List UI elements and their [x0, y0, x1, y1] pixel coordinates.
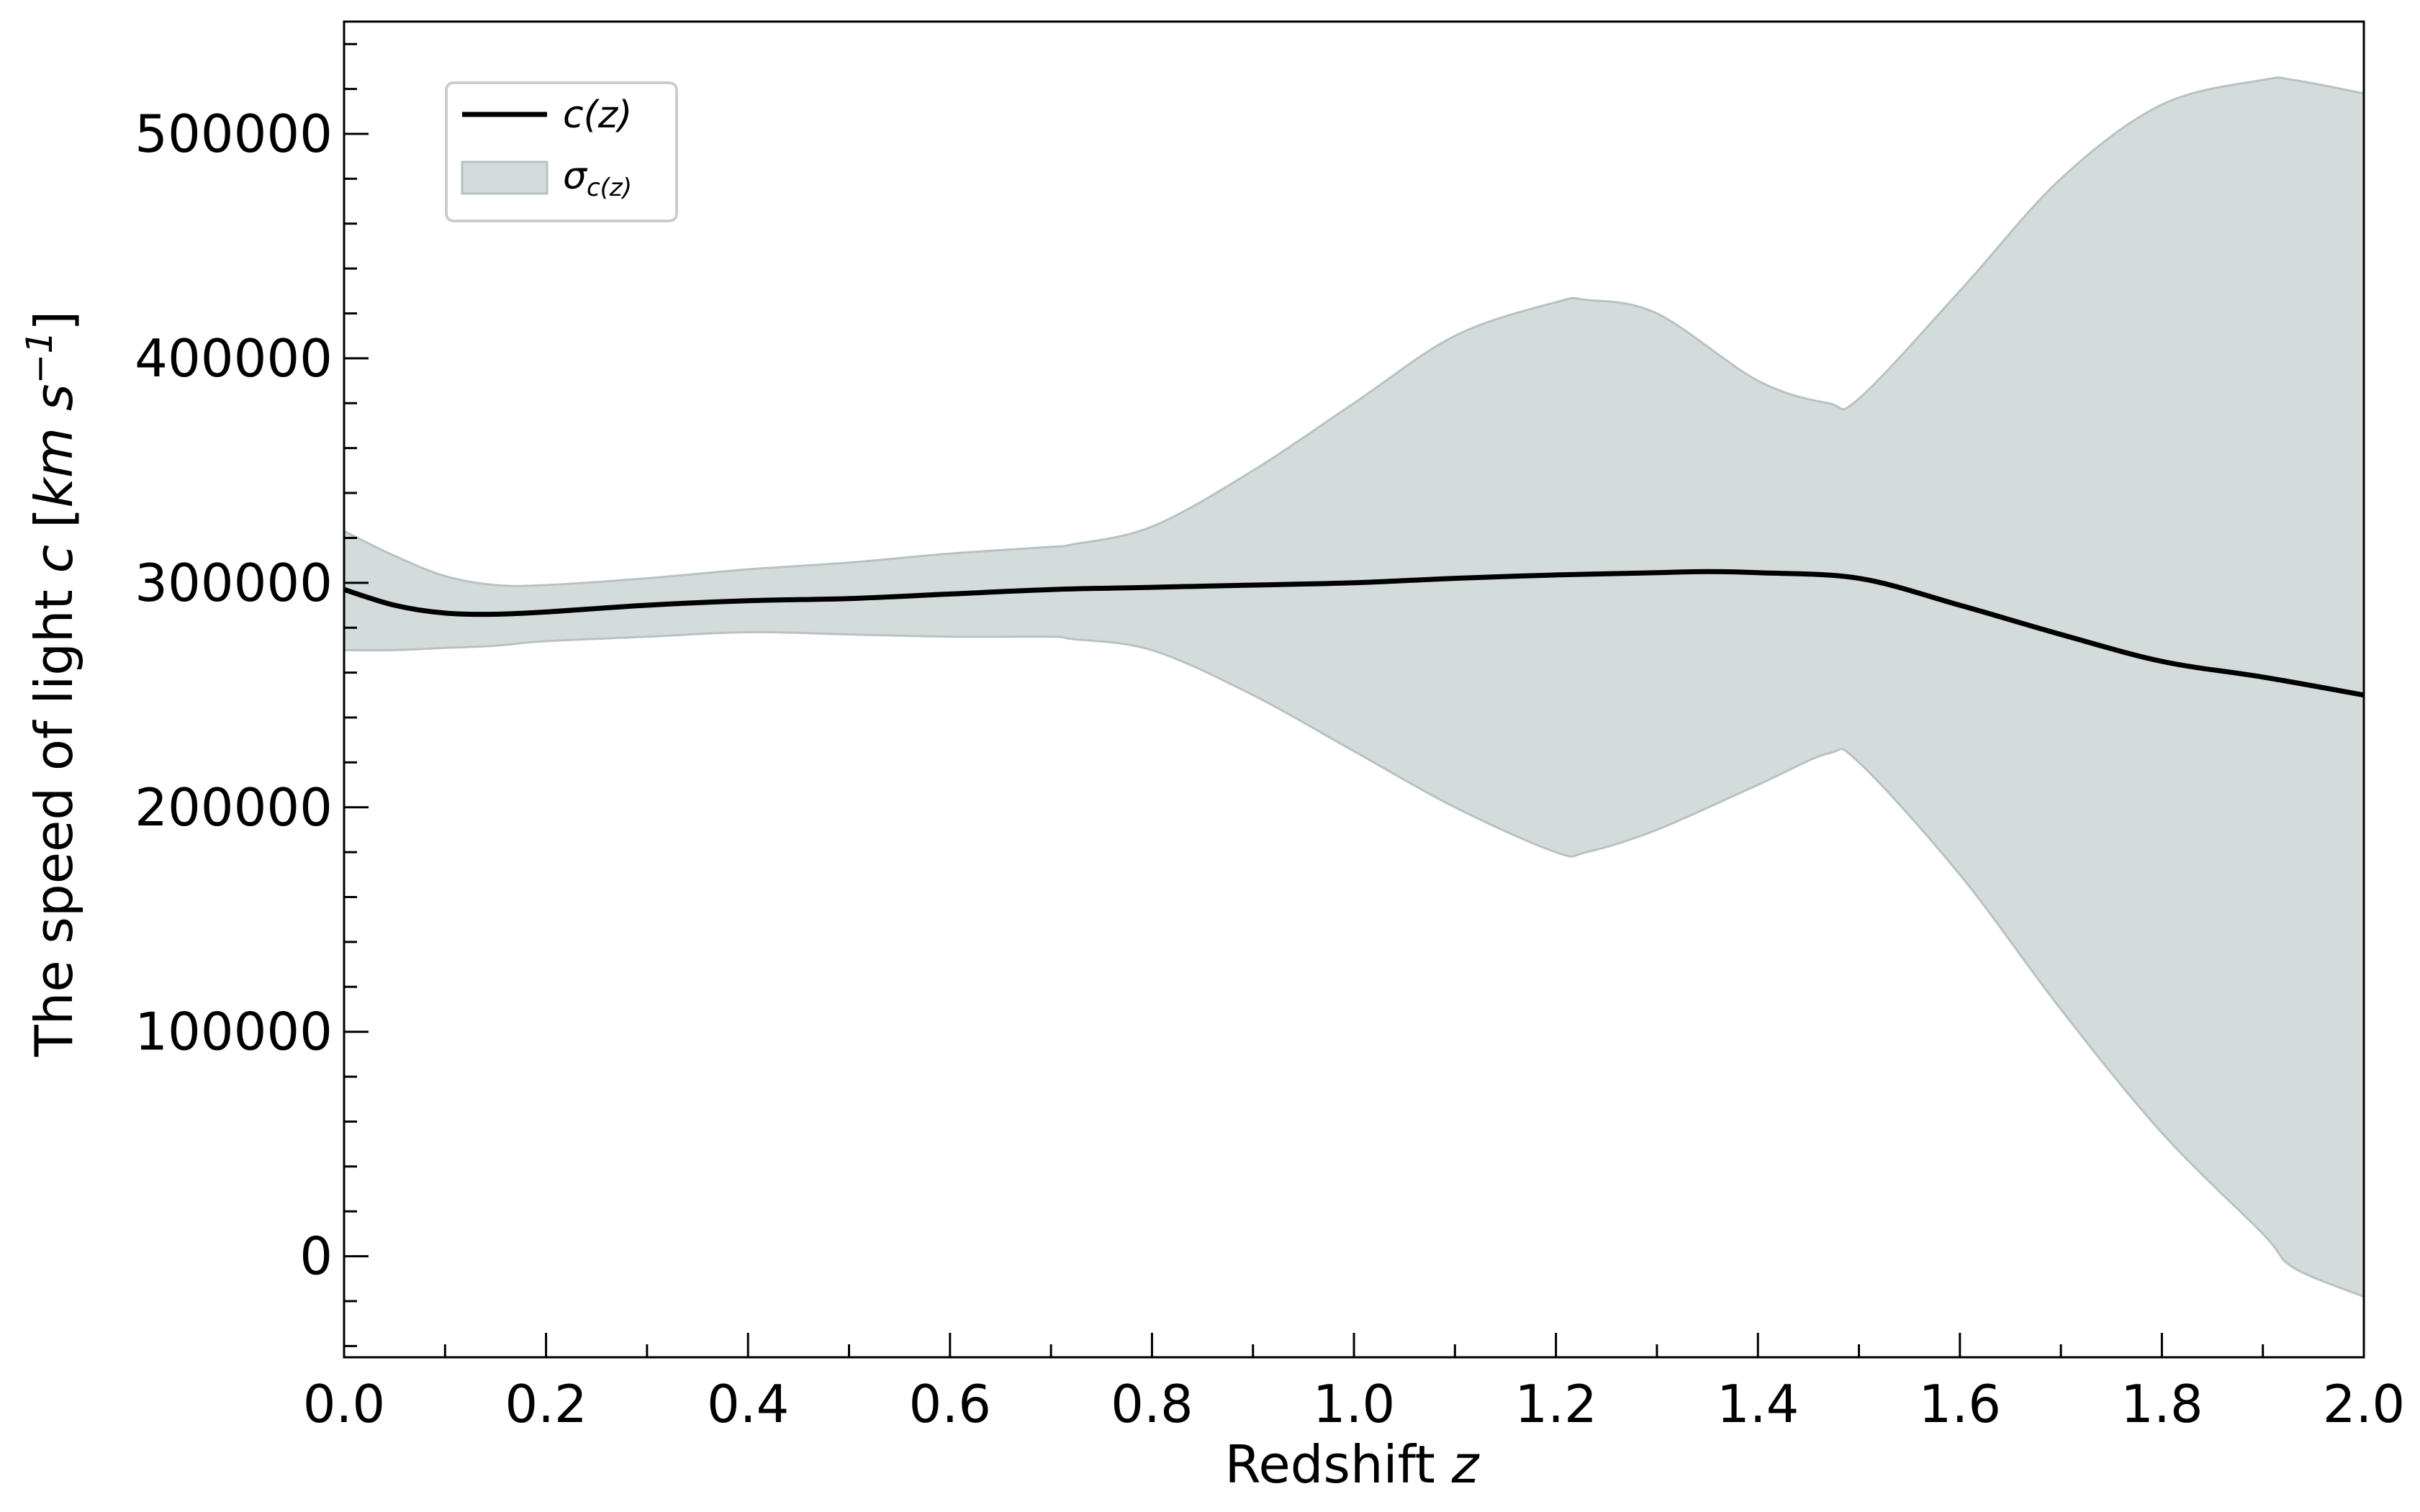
x-tick-label: 0.8	[1111, 1374, 1193, 1434]
x-tick-label: 1.2	[1514, 1374, 1597, 1434]
x-tick-label: 1.0	[1313, 1374, 1396, 1434]
x-tick-label: 0.0	[303, 1374, 386, 1434]
legend: c(z) σc(z)	[445, 81, 678, 222]
x-tick-label: 1.6	[1919, 1374, 2002, 1434]
legend-band-swatch	[461, 160, 548, 195]
x-tick-label: 0.2	[505, 1374, 587, 1434]
plot-area	[343, 76, 2365, 1298]
legend-band-label: σc(z)	[563, 155, 632, 202]
legend-box	[445, 81, 678, 222]
y-axis-label: The speed of light c [km s−1]	[19, 311, 84, 1058]
band-lower-edge	[343, 630, 2365, 1298]
y-tick-label: 100000	[135, 1002, 333, 1062]
axes: 0.0 0.2 0.4 0.6 0.8 1.0 1.2 1.4 1.6 1.8 2.0 0 100000…	[135, 20, 2406, 1434]
x-axis-label: Redshift z	[1225, 1434, 1481, 1495]
uncertainty-band	[344, 77, 2364, 1297]
x-tick-label: 0.6	[909, 1374, 992, 1434]
y-tick-label: 400000	[135, 328, 333, 389]
x-tick-label: 1.4	[1717, 1374, 1800, 1434]
x-tick-label: 0.4	[707, 1374, 790, 1434]
legend-line-label: c(z)	[563, 94, 632, 137]
x-tick-label: 2.0	[2323, 1374, 2406, 1434]
y-tick-label: 300000	[135, 553, 333, 613]
x-tick-label: 1.8	[2121, 1374, 2203, 1434]
y-tick-label: 0	[299, 1226, 333, 1287]
band-upper-edge	[343, 76, 2365, 587]
y-tick-label: 500000	[135, 104, 333, 164]
y-tick-label: 200000	[135, 777, 333, 838]
series-line-cz	[343, 569, 2365, 698]
